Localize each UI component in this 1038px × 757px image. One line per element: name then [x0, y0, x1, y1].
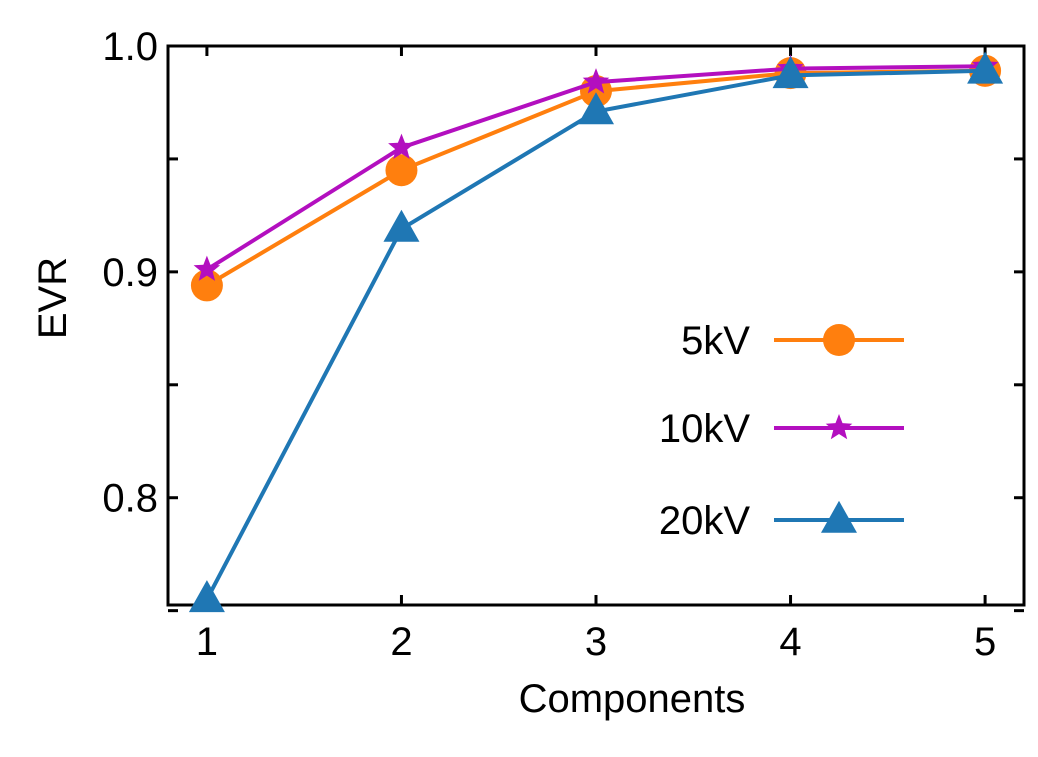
x-tick-label: 1 — [196, 620, 218, 664]
y-tick-label: 1.0 — [102, 25, 158, 69]
legend: 5kV 10kV 20kV — [659, 319, 904, 543]
y-tick-label: 0.8 — [102, 477, 158, 521]
legend-item-5kv: 5kV — [681, 319, 904, 363]
x-tick-label: 5 — [974, 620, 996, 664]
y-axis: 0.8 0.9 1.0 — [102, 25, 1024, 613]
series-10kv — [193, 52, 999, 281]
data-point-20kv — [188, 580, 225, 613]
data-point-5kv — [190, 269, 223, 302]
legend-label-20kv: 20kV — [659, 499, 750, 543]
x-tick-label: 4 — [779, 620, 801, 664]
data-point-5kv — [385, 154, 418, 187]
y-tick-label: 0.9 — [102, 251, 158, 295]
x-tick-label: 3 — [585, 620, 607, 664]
series-5kv — [190, 54, 1002, 302]
data-point-20kv — [383, 209, 420, 242]
series-layer — [188, 51, 1004, 613]
legend-item-20kv: 20kV — [659, 499, 904, 543]
data-point-20kv — [967, 51, 1004, 84]
data-point-20kv — [772, 56, 809, 89]
legend-marker-5kv — [823, 324, 855, 356]
x-tick-label: 2 — [390, 620, 412, 664]
x-axis: 1 2 3 4 5 — [196, 46, 996, 664]
legend-label-10kv: 10kV — [659, 407, 750, 451]
legend-item-10kv: 10kV — [659, 407, 904, 451]
y-axis-title: EVR — [31, 257, 75, 339]
data-point-20kv — [578, 92, 614, 125]
data-point-10kv — [193, 255, 221, 281]
legend-marker-10kv — [825, 414, 853, 440]
legend-marker-20kv — [821, 500, 857, 533]
x-axis-title: Components — [519, 677, 746, 721]
data-point-10kv — [582, 68, 610, 94]
legend-label-5kv: 5kV — [681, 319, 750, 363]
data-point-10kv — [388, 133, 415, 159]
series-20kv — [188, 51, 1004, 613]
